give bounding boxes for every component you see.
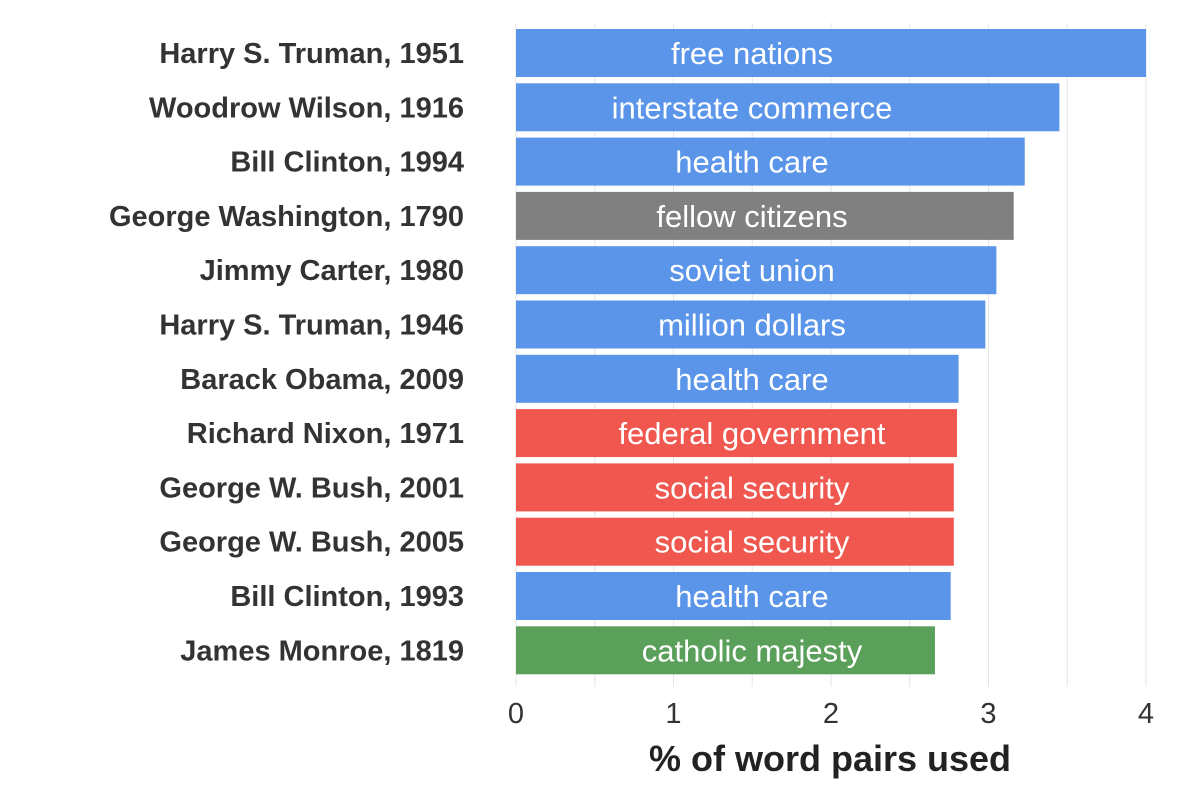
bar: [516, 137, 1025, 186]
x-tick-label: 4: [1138, 698, 1154, 730]
bar-layer: free nations interstate commerce health ca…: [516, 29, 1146, 675]
bar-label: health care: [675, 145, 828, 180]
x-tick-label: 1: [665, 698, 681, 730]
bar: [516, 572, 951, 620]
category-label: James Monroe, 1819: [180, 635, 464, 667]
bar: [516, 626, 935, 675]
bar-label: catholic majesty: [642, 633, 863, 668]
bar-label: social security: [655, 470, 850, 505]
category-label: Richard Nixon, 1971: [187, 418, 464, 450]
category-label: Jimmy Carter, 1980: [200, 255, 464, 287]
x-tick-label: 3: [980, 698, 996, 730]
category-label: Harry S. Truman, 1951: [159, 38, 464, 70]
bar: [516, 463, 954, 512]
category-label: George Washington, 1790: [109, 201, 464, 233]
bar: [516, 409, 957, 458]
category-label: George W. Bush, 2005: [159, 527, 464, 559]
bar: [516, 29, 1146, 77]
bar: [516, 517, 954, 566]
bar-label: federal government: [618, 416, 885, 451]
category-label: Woodrow Wilson, 1916: [149, 92, 464, 124]
bar: [516, 83, 1060, 132]
row-label-layer: Harry S. Truman, 1951 Woodrow Wilson, 191…: [109, 38, 464, 667]
bar: [516, 191, 1014, 240]
x-axis-ticks: 0 1 2 3 4: [508, 698, 1154, 730]
bar-label: soviet union: [669, 253, 834, 288]
category-label: Bill Clinton, 1993: [230, 581, 464, 613]
bar-label: interstate commerce: [612, 90, 893, 125]
bar-label: health care: [675, 362, 828, 397]
x-tick-label: 2: [823, 698, 839, 730]
bar: [516, 354, 959, 403]
bar-label: free nations: [671, 36, 833, 71]
x-tick-label: 0: [508, 698, 524, 730]
category-label: Barack Obama, 2009: [180, 364, 464, 396]
bar: [516, 246, 997, 295]
bar: [516, 300, 986, 349]
category-label: Bill Clinton, 1994: [230, 147, 464, 179]
category-label: George W. Bush, 2001: [159, 472, 464, 504]
bar-label: fellow citizens: [656, 199, 847, 234]
category-label: Harry S. Truman, 1946: [159, 310, 464, 342]
bar-label: health care: [675, 579, 828, 614]
bar-label: million dollars: [658, 308, 846, 343]
x-axis-title: % of word pairs used: [649, 738, 1011, 779]
bar-label: social security: [655, 525, 850, 560]
